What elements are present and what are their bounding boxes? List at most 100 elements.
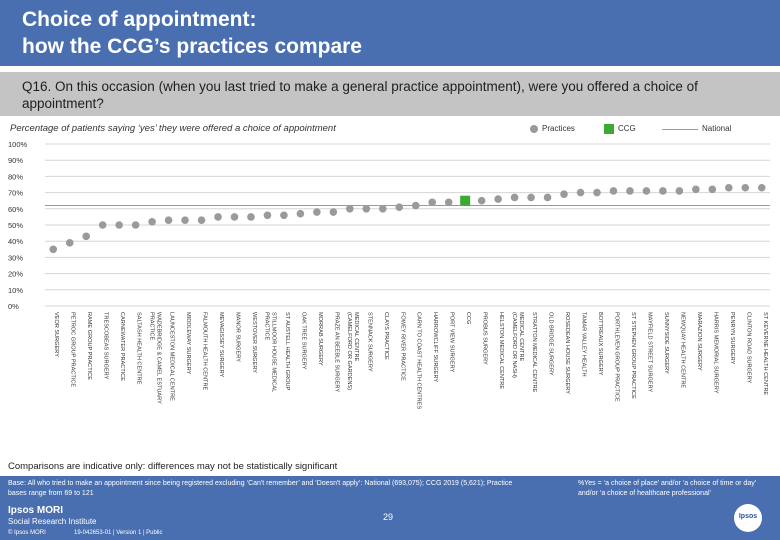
x-tick-label: MEVAGISSEY SURGERY [218,312,224,378]
practice-point [675,187,684,195]
practice-point [362,205,371,213]
footer-bar: Base: All who tried to make an appointme… [0,476,780,540]
copyright: © Ipsos MORI [8,530,46,536]
practice-comparison-chart: 0% 10% 20% 30% 40% 50% 60% 70% 80% 90% 100% VEOR SU… [8,140,770,409]
practice-point [346,205,354,213]
legend-practices-label: Practices [542,124,575,133]
practice-point [247,213,255,221]
x-tick-label: ST AUSTELL HEALTH GROUP [284,312,290,390]
practice-point [49,245,58,254]
y-tick-label: 70% [8,189,23,198]
legend-national-marker [662,129,698,130]
practice-point [576,188,585,197]
x-tick-label: MEDICAL CENTRE(CAMELFORD OR NASH) [511,312,524,378]
practice-point [741,183,750,192]
ipsos-badge-icon: Ipsos [734,504,762,532]
y-tick-label: 20% [8,270,23,279]
x-tick-label: MORRAB SURGERY [317,312,323,366]
practice-point [527,193,535,202]
y-tick-label: 50% [8,221,23,230]
practice-point [543,193,552,202]
practice-point [296,209,305,218]
x-tick-label: PRAZE AN BEEBLE SURGERY [333,312,339,392]
x-tick-label: CARNEWATER PRACTICE [119,312,125,381]
x-tick-label: PENRYN SURGERY [729,312,735,365]
practice-point [131,221,140,229]
x-tick-label: NEWQUAY HEALTH CENTRE [679,312,685,388]
practice-point [164,216,173,224]
x-tick-label: FALMOUTH HEALTH CENTRE [202,312,208,390]
practice-point [609,187,618,195]
x-tick-label: PROBUS SURGERY [482,312,488,365]
practice-point [560,190,568,199]
practice-point [642,187,651,195]
chart-legend: Practices CCG National [520,123,780,135]
question-text: Q16. On this occasion (when you last tri… [22,79,698,111]
significance-note: Comparisons are indicative only: differe… [8,461,338,472]
base-note: Base: All who tried to make an appointme… [8,480,513,497]
practice-point [593,188,601,197]
page-title-line2: how the CCG’s practices compare [22,35,362,58]
y-tick-label: 100% [8,140,28,149]
practice-point [197,216,206,224]
practice-point [148,217,156,226]
practice-point [181,216,189,224]
practice-point [444,198,453,207]
x-tick-label: SUNNYSIDE SURGERY [663,312,669,374]
practice-point [757,183,766,192]
y-tick-label: 10% [8,286,23,295]
x-tick-label: PORTHLEVEN GROUP PRACTICE [613,312,619,402]
x-tick-label: PETROC GROUP PRACTICE [70,312,76,387]
y-tick-label: 30% [8,253,23,262]
x-tick-label: STILLMOOR HOUSE MEDICALPRACTICE [264,312,277,392]
practice-point [263,211,272,220]
legend-national-label: National [702,124,732,133]
practice-point [659,187,667,195]
x-tick-label: PORT VIEW SURGERY [449,312,455,373]
x-tick-label: ST STEPHEN GROUP PRACTICE [630,312,636,399]
ccg-marker [460,195,471,206]
y-tick-label: 60% [8,205,23,214]
title-bar: Choice of appointment: how the CCG’s pra… [0,0,780,66]
practice-point [313,208,321,216]
x-tick-label: MARAZION SURGERY [696,312,702,371]
practice-point [494,195,502,203]
y-tick-label: 80% [8,172,23,181]
x-tick-label: HARRIS MEMORIAL SURGERY [712,312,718,394]
practice-point [428,198,437,207]
x-tick-label: CLAYS PRACTICE [383,312,389,360]
chart-subtitle: Percentage of patients saying ‘yes’ they… [10,123,336,134]
yes-definition: %Yes = ‘a choice of place’ and/or ‘a cho… [578,480,757,497]
practice-point [214,213,222,221]
x-tick-label: MEDICAL CENTRE(CAMELFORD OR GARDENS) [346,312,359,390]
legend-ccg-label: CCG [618,124,636,133]
x-tick-label: RAME GROUP PRACTICE [86,312,92,380]
practice-point [98,221,107,229]
legend-practices-marker [530,125,538,133]
x-tick-label: LAUNCESTON MEDICAL CENTRE [169,312,175,401]
x-tick-label: TAMAR VALLEY HEALTH [581,312,587,377]
practice-point [510,193,519,202]
practice-point [725,183,733,192]
x-tick-label: MIDDLEWAY SURGERY [185,312,191,375]
x-tick-label: CLINTON ROAD SURGERY [745,312,751,384]
page-number: 29 [383,512,394,522]
y-tick-label: 0% [8,302,19,311]
practice-point [395,203,404,211]
x-tick-label: ROSEDEAN HOUSE SURGERY [564,312,570,394]
ipsos-mori-logo: Ipsos MORI [8,505,64,516]
practice-point [115,221,123,229]
x-tick-label: OLD BRIDGE SURGERY [548,312,554,376]
x-tick-label: STENNACK SURGERY [366,312,372,372]
x-tick-label: MAYFIELD STREET SURGERY [646,312,652,392]
page-title-line1: Choice of appointment: [22,8,257,31]
x-tick-label: TRESCOBEAS SURGERY [103,312,109,380]
practice-point [280,211,288,220]
social-research-institute-label: Social Research Institute [8,517,97,526]
x-tick-label: HARROWCLIFF SURGERY [432,312,438,382]
x-tick-label: BOTTREAUX SURGERY [597,312,603,376]
question-bar: Q16. On this occasion (when you last tri… [0,72,780,116]
x-tick-label: ST KEVERNE HEALTH CENTRE [762,312,768,395]
x-tick-label: OAK TREE SURGERY [300,312,306,370]
practice-point [329,208,338,216]
